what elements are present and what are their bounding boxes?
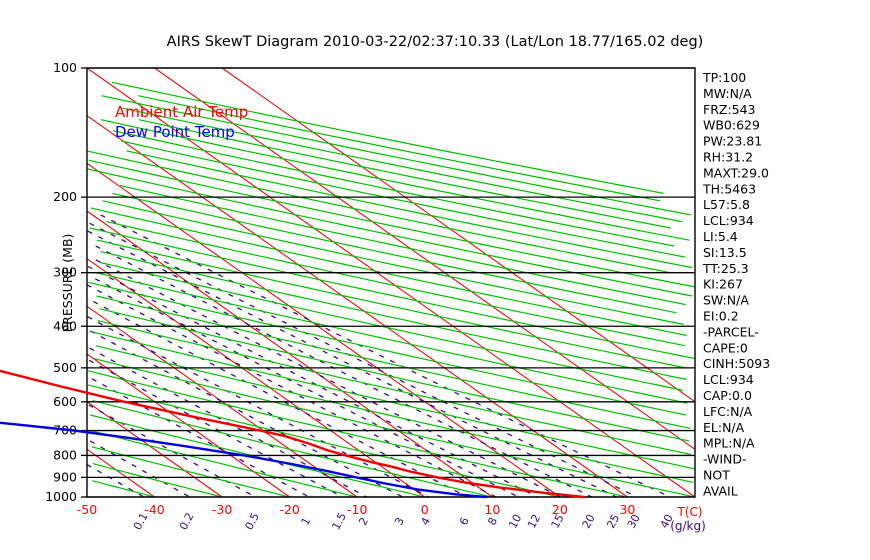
pressure-tick-label: 500 xyxy=(53,360,77,375)
mixing-ratio-tick-label: 12 xyxy=(525,512,543,530)
pressure-tick-label: 1000 xyxy=(45,489,77,504)
legend-dew-point-temp: Dew Point Temp xyxy=(115,123,235,141)
isotherm-grid-lines xyxy=(86,67,696,498)
sounding-index-item: -PARCEL- xyxy=(703,324,759,339)
bottom-temp-tick-label: -40 xyxy=(144,502,164,517)
sounding-index-item: NOT xyxy=(703,468,730,483)
mixing-ratio-tick-label: 15 xyxy=(549,512,567,530)
pressure-tick-label: 200 xyxy=(53,189,77,204)
bottom-temp-tick-label: 20 xyxy=(552,502,568,517)
sounding-index-item: TT:25.3 xyxy=(702,261,749,276)
sounding-index-item: L57:5.8 xyxy=(703,197,750,212)
mixing-ratio-tick-label: 25 xyxy=(604,512,622,530)
sounding-index-item: TP:100 xyxy=(702,70,746,85)
sounding-indices-panel: TP:100MW:N/AFRZ:543WB0:629PW:23.81RH:31.… xyxy=(702,70,770,498)
pressure-axis-title: PRESSURE (MB) xyxy=(60,234,75,333)
pressure-tick-label: 800 xyxy=(53,447,77,462)
sounding-index-item: CINH:5093 xyxy=(703,356,770,371)
sounding-index-item: LCL:934 xyxy=(703,372,754,387)
sounding-index-item: MAXT:29.0 xyxy=(703,165,769,180)
ambient-air-temp-profile xyxy=(0,369,585,499)
bottom-temp-tick-label: -50 xyxy=(77,502,97,517)
bottom-temp-tick-label: 0 xyxy=(421,502,429,517)
sounding-index-item: MPL:N/A xyxy=(703,436,755,451)
sounding-index-item: CAPE:0 xyxy=(703,340,748,355)
sounding-index-item: -WIND- xyxy=(703,452,747,467)
sounding-index-item: AVAIL xyxy=(703,483,738,498)
sounding-index-item: CAP:0.0 xyxy=(703,388,752,403)
pressure-tick-label: 100 xyxy=(53,60,77,75)
sounding-index-item: EL:N/A xyxy=(703,420,745,435)
plot-area-frame xyxy=(86,67,696,498)
bottom-temp-tick-label: 10 xyxy=(484,502,500,517)
pressure-tick-label: 900 xyxy=(53,469,77,484)
sounding-index-item: SI:13.5 xyxy=(703,245,747,260)
mixing-ratio-tick-label: 40 xyxy=(658,512,676,530)
bottom-temp-tick-label: -10 xyxy=(347,502,367,517)
page-title: AIRS SkewT Diagram 2010-03-22/02:37:10.3… xyxy=(167,34,704,50)
sounding-index-item: LI:5.4 xyxy=(703,229,738,244)
sounding-index-item: PW:23.81 xyxy=(703,134,762,149)
mixing-ratio-unit-label: (g/kg) xyxy=(670,519,706,533)
dew-point-temp-profile xyxy=(0,421,487,499)
sounding-index-item: KI:267 xyxy=(703,277,743,292)
mixing-ratio-tick-label: 10 xyxy=(506,512,524,530)
sounding-index-item: SW:N/A xyxy=(703,293,749,308)
sounding-index-item: LFC:N/A xyxy=(703,404,753,419)
bottom-temperature-axis-labels: -50 -40 -30 -20 -10 0 10 20 30 xyxy=(77,502,636,517)
temperature-unit-label: T(C) xyxy=(676,505,702,519)
sounding-index-item: LCL:934 xyxy=(703,213,754,228)
sounding-index-item: TH:5463 xyxy=(702,181,756,196)
sounding-index-item: FRZ:543 xyxy=(703,102,756,117)
sounding-index-item: WB0:629 xyxy=(703,118,760,133)
pressure-axis-ticks xyxy=(81,67,87,498)
mixing-ratio-tick-label: 30 xyxy=(625,512,643,530)
pressure-tick-label: 400 xyxy=(53,318,77,333)
sounding-index-item: RH:31.2 xyxy=(703,150,753,165)
sounding-index-item: EI:0.2 xyxy=(703,309,739,324)
pressure-tick-label: 600 xyxy=(53,394,77,409)
mixing-ratio-tick-label: 20 xyxy=(580,512,598,530)
bottom-temp-tick-label: -20 xyxy=(279,502,299,517)
bottom-temp-tick-label: -30 xyxy=(212,502,232,517)
bottom-temp-tick-label: 30 xyxy=(619,502,635,517)
pressure-tick-label: 300 xyxy=(53,265,77,280)
legend-ambient-air-temp: Ambient Air Temp xyxy=(115,103,248,121)
sounding-index-item: MW:N/A xyxy=(703,86,752,101)
